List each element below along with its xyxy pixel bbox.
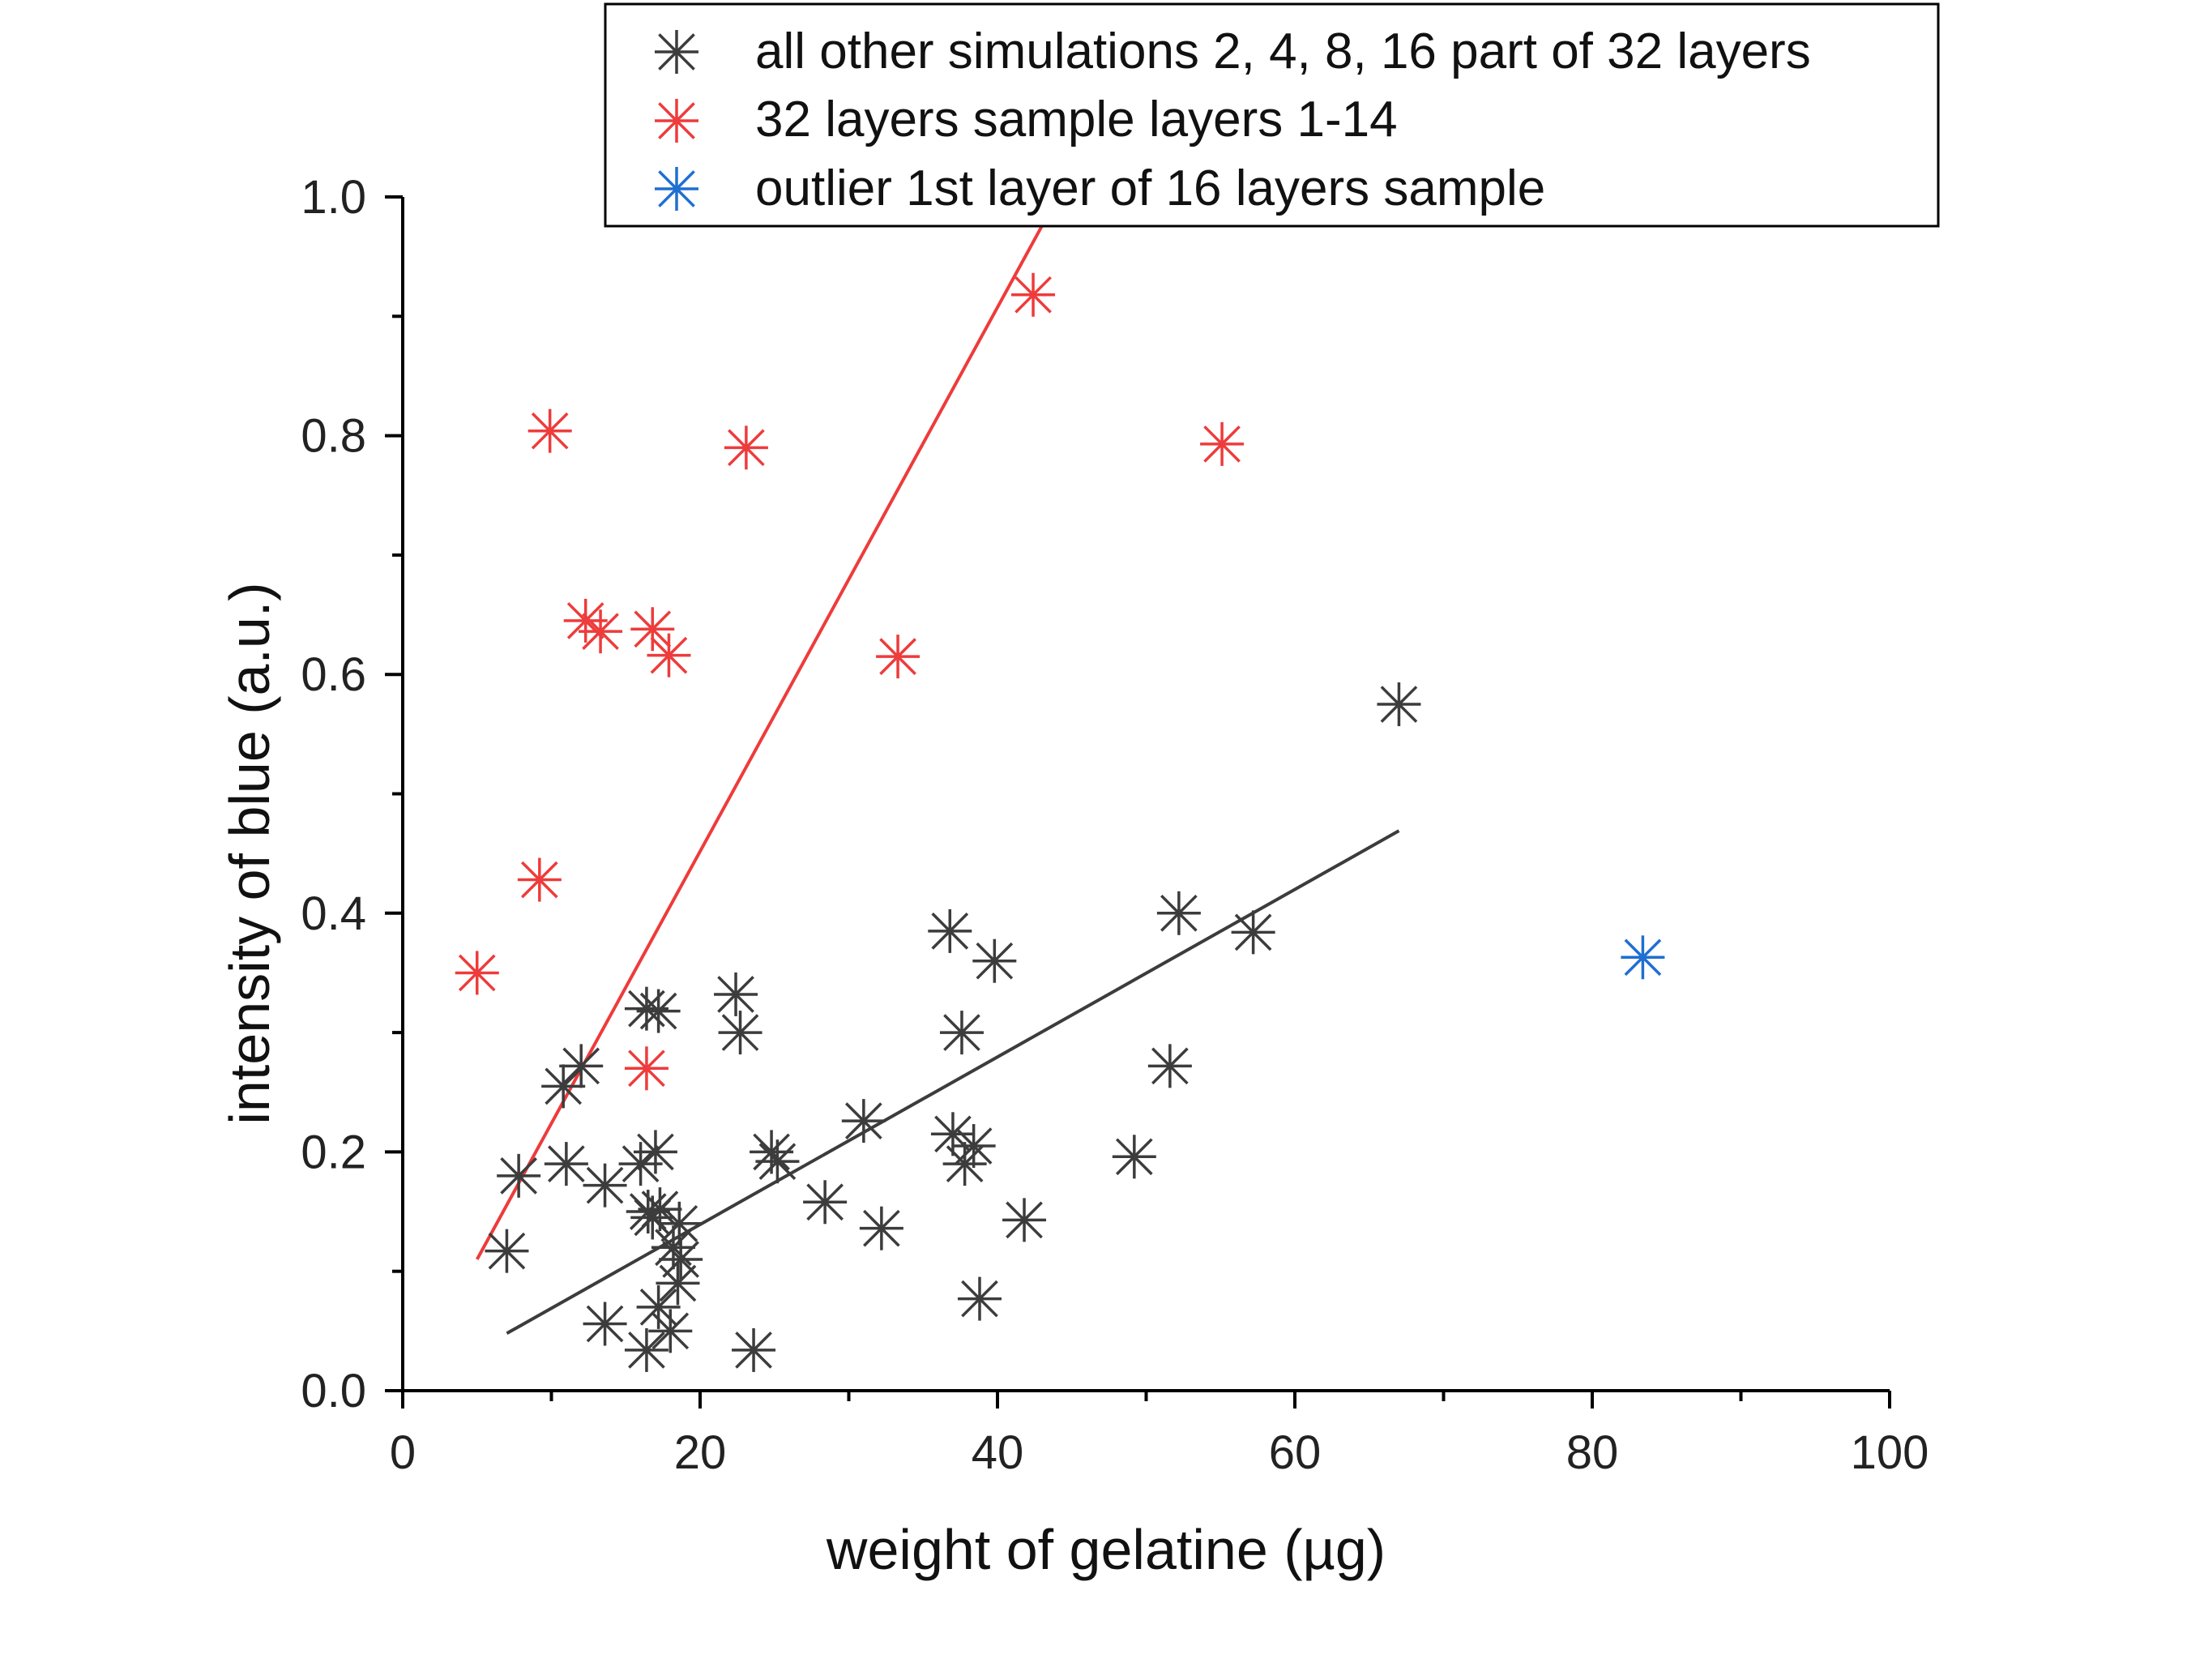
data-point-other — [951, 1124, 996, 1169]
data-point-other — [541, 1064, 586, 1109]
data-point-32-layers — [1011, 272, 1056, 317]
data-point-other — [714, 972, 758, 1016]
data-point-32-layers — [455, 951, 499, 995]
data-point-other — [939, 1011, 984, 1055]
legend-label-other-simulations: all other simulations 2, 4, 8, 16 part o… — [755, 24, 1811, 79]
data-point-other — [750, 1130, 794, 1174]
data-point-other — [841, 1099, 886, 1144]
legend-label-outlier: outlier 1st layer of 16 layers sample — [755, 160, 1545, 216]
data-point-other — [583, 1163, 627, 1208]
data-point-other — [803, 1180, 848, 1225]
y-tick-label: 0.0 — [301, 1365, 366, 1417]
data-point-other — [930, 1112, 975, 1156]
data-points — [455, 272, 1665, 1372]
y-tick-label: 0.8 — [301, 410, 366, 463]
data-point-other — [648, 1309, 693, 1353]
data-point-other — [657, 1201, 702, 1246]
data-point-other — [1002, 1198, 1047, 1242]
x-tick-label: 40 — [972, 1426, 1024, 1479]
legend-marker-other-simulations — [655, 30, 698, 74]
x-tick-label: 100 — [1851, 1426, 1929, 1479]
legend-markers — [655, 30, 698, 211]
legend-box — [604, 2, 1940, 228]
legend-marker-outlier — [655, 167, 698, 211]
data-point-other — [928, 908, 972, 953]
data-point-other — [485, 1229, 529, 1273]
data-point-other — [732, 1327, 776, 1372]
data-point-other — [636, 1285, 681, 1329]
data-point-32-layers — [528, 408, 572, 453]
x-tick-label: 20 — [674, 1426, 727, 1479]
data-point-other — [1156, 891, 1201, 935]
data-point-other — [559, 1044, 604, 1088]
data-point-other — [1147, 1044, 1192, 1088]
legend: all other simulations 2, 4, 8, 16 part o… — [604, 2, 1940, 228]
data-point-other — [718, 1011, 762, 1055]
x-tick-label: 0 — [390, 1426, 416, 1479]
x-tick-label: 80 — [1566, 1426, 1619, 1479]
data-point-other — [624, 1327, 668, 1372]
data-point-32-layers — [647, 633, 691, 678]
data-point-32-layers — [630, 607, 675, 652]
fit-line-other-simulations — [506, 829, 1400, 1336]
x-tick-label: 60 — [1269, 1426, 1322, 1479]
fit-lines — [475, 214, 1400, 1336]
y-tick-label: 0.6 — [301, 648, 366, 701]
y-tick-label: 0.4 — [301, 887, 366, 940]
y-tick-label: 1.0 — [301, 171, 366, 224]
data-point-other — [972, 938, 1017, 983]
data-point-other — [633, 1130, 677, 1174]
data-point-other — [942, 1142, 987, 1186]
x-axis-title: weight of gelatine (µg) — [826, 1518, 1386, 1581]
data-point-32-layers — [876, 635, 921, 679]
y-axis-title: intensity of blue (a.u.) — [218, 582, 281, 1124]
axes: 0 20 40 60 80 100 0.0 0.2 0.4 0.6 0.8 1.0 — [301, 171, 1929, 1479]
data-point-other — [497, 1153, 541, 1198]
data-point-other — [544, 1142, 588, 1186]
data-point-32-layers — [517, 857, 562, 902]
data-point-other — [659, 1237, 703, 1281]
y-tick-label: 0.2 — [301, 1126, 366, 1178]
data-point-other — [656, 1261, 700, 1306]
data-point-other — [1112, 1135, 1156, 1179]
legend-label-32-layers: 32 layers sample layers 1-14 — [755, 92, 1398, 147]
data-point-other — [583, 1302, 627, 1346]
data-point-other — [636, 989, 681, 1033]
data-point-32-layers — [624, 1046, 668, 1091]
data-point-other — [1231, 910, 1275, 955]
data-point-32-layers — [724, 425, 768, 470]
data-point-other — [859, 1206, 903, 1250]
data-point-other — [755, 1139, 800, 1184]
data-point-32-layers — [1200, 421, 1245, 466]
data-point-other — [957, 1276, 1002, 1321]
data-point-outlier — [1621, 935, 1665, 980]
data-point-other — [1377, 682, 1421, 727]
data-point-32-layers — [579, 609, 623, 654]
legend-marker-32-layers — [655, 99, 698, 143]
